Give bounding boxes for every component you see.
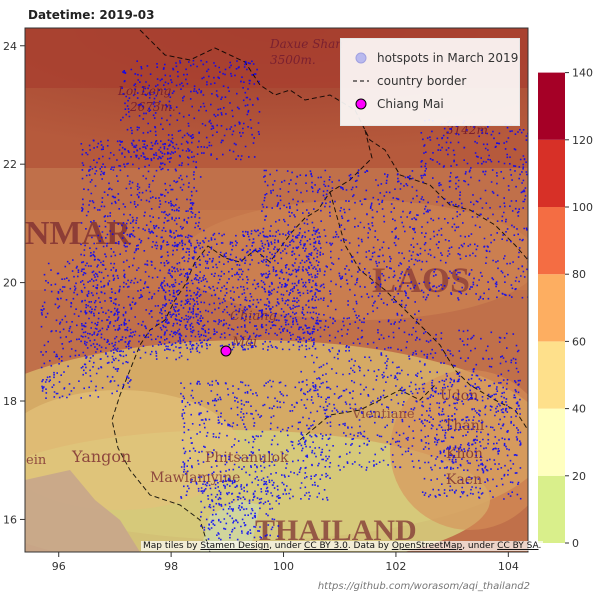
link-cc-by-sa[interactable]: CC BY SA	[497, 541, 539, 551]
colorbar-segment	[538, 475, 565, 543]
link-stamen[interactable]: Stamen Design	[200, 541, 270, 551]
label-mawlamyine: Mawlamyine	[150, 470, 240, 486]
attribution-mid2: . Data by	[347, 541, 392, 551]
colorbar-tick-label: 20	[572, 470, 586, 483]
aqi-overlay-laos	[180, 200, 528, 320]
hotspot-circle-icon	[355, 52, 367, 64]
aqi-overlay-se	[390, 370, 528, 530]
hotspot-points	[40, 59, 528, 541]
attribution-mid1: , under	[269, 541, 305, 551]
magenta-circle-icon	[355, 98, 367, 110]
label-daxue-shan: Daxue Shan	[269, 37, 343, 51]
chart-title: Datetime: 2019-03	[28, 8, 155, 22]
colorbar-tick-label: 40	[572, 403, 586, 416]
dashed-line-icon	[353, 80, 369, 82]
map-plot-area[interactable]: Daxue Shan 3500m. Loi Leng 2673m. 3142m …	[0, 28, 550, 570]
y-tick-label: 24	[3, 40, 17, 53]
colorbar-tick-label: 0	[572, 537, 579, 550]
colorbar-tick-label: 140	[572, 67, 593, 80]
label-chiang: Chiang	[230, 309, 277, 324]
colorbar-tick-label: 80	[572, 268, 586, 281]
colorbar-tick-label: 120	[572, 134, 593, 147]
x-tick-label: 102	[385, 560, 406, 573]
attribution-mid3: , under	[462, 541, 498, 551]
colorbar-segment	[538, 207, 565, 275]
label-mai: Mai	[231, 335, 257, 350]
y-axis: 16 18 20 22 24	[3, 40, 25, 526]
hotspot-scatter	[40, 59, 528, 541]
y-tick-label: 22	[3, 158, 17, 171]
colorbar-segment	[538, 139, 565, 207]
sea-gulf	[200, 500, 260, 552]
label-kaen: Kaen	[446, 472, 482, 488]
colorbar-segment	[538, 274, 565, 342]
x-tick-label: 104	[498, 560, 519, 573]
colorbar-segment	[538, 408, 565, 476]
aqi-overlay-sw	[25, 390, 240, 510]
label-yangon: Yangon	[71, 447, 131, 466]
y-tick-label: 20	[3, 277, 17, 290]
colorbar-tick-label: 60	[572, 335, 586, 348]
y-tick-label: 16	[3, 513, 17, 526]
label-ein: ein	[26, 453, 47, 468]
x-tick-label: 100	[273, 560, 294, 573]
chiang-mai-marker[interactable]	[220, 345, 232, 357]
link-cc-by-30[interactable]: CC BY 3.0	[304, 541, 348, 551]
label-myanmar: NMAR	[25, 215, 131, 252]
plot-frame	[24, 27, 529, 553]
label-laos: LAOS	[372, 260, 470, 300]
link-osm[interactable]: OpenStreetMap	[391, 541, 463, 551]
label-loi-leng: Loi Leng	[117, 84, 172, 98]
colorbar-tick-label: 100	[572, 201, 593, 214]
x-tick-label: 96	[52, 560, 66, 573]
map-attribution: Map tiles by Stamen Design, under CC BY …	[141, 541, 544, 551]
attribution-suffix: .	[538, 541, 542, 551]
legend-label: hotspots in March 2019	[377, 51, 519, 65]
legend: hotspots in March 2019 country border Ch…	[340, 38, 520, 126]
legend-label: Chiang Mai	[377, 97, 444, 111]
legend-label: country border	[377, 74, 467, 88]
colorbar-segment	[538, 341, 565, 409]
x-tick-label: 98	[164, 560, 178, 573]
colorbar-segment	[538, 72, 565, 140]
attribution-prefix: Map tiles by	[143, 541, 201, 551]
x-axis: 96 98 100 102 104	[52, 552, 519, 573]
label-vientiane: Vientiane	[351, 407, 415, 422]
footer-url[interactable]: https://github.com/worasom/aqi_thailand2	[317, 581, 530, 592]
colorbar: 0 20 40 60 80 100 120 140	[538, 67, 593, 550]
y-tick-label: 18	[3, 395, 17, 408]
sea-andaman	[25, 470, 140, 552]
label-daxue-elev: 3500m.	[270, 53, 316, 67]
